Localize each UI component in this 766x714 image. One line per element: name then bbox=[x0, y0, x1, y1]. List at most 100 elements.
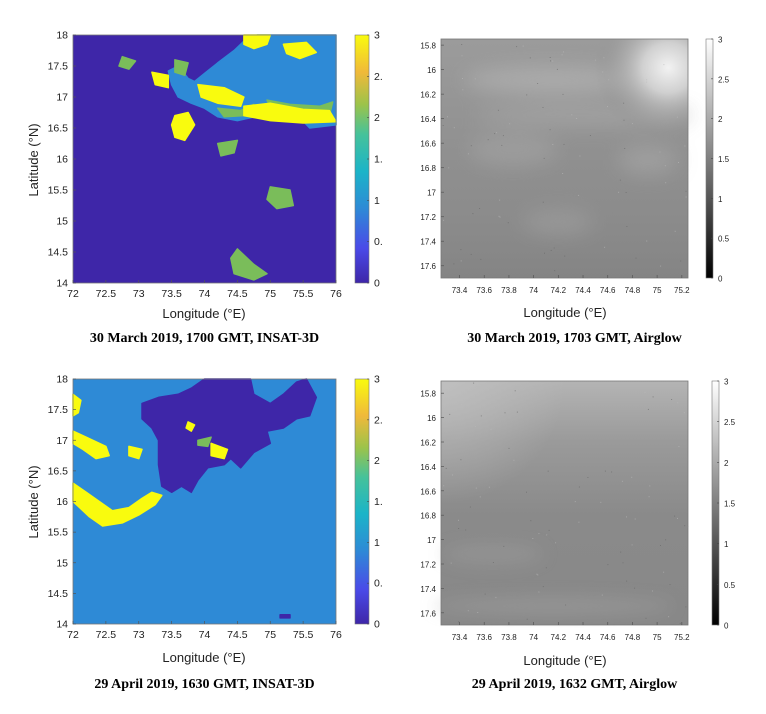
y-tick-labels: 18 17.5 17 16.5 16 15.5 15 14.5 14 bbox=[48, 374, 76, 631]
heatmap-region-value-3 bbox=[282, 41, 318, 60]
caption-insat-march: 30 March 2019, 1700 GMT, INSAT-3D bbox=[89, 331, 320, 346]
y-tick-label: 17 bbox=[56, 435, 68, 447]
caption-airglow-march: 30 March 2019, 1703 GMT, Airglow bbox=[467, 331, 682, 346]
insat-march-figure: 72 72.5 73 73.5 74 74.5 75 75.5 76 1817.51716.51… bbox=[26, 30, 383, 322]
y-tick-label: 16.6 bbox=[420, 140, 436, 149]
x-tick-label: 75.5 bbox=[293, 288, 314, 300]
colorbar-tick-label: 0 bbox=[718, 275, 723, 284]
colorbar-tick-label: 3 bbox=[374, 30, 380, 42]
y-tick-label: 17 bbox=[427, 536, 436, 545]
y-tick-label: 15 bbox=[56, 216, 68, 228]
heatmap-region-value-2 bbox=[197, 436, 212, 448]
x-tick-labels: 73.4 73.6 73.8 74 74.2 74.4 74.6 74.8 75 75.2 bbox=[452, 622, 690, 642]
x-axis-label: Longitude (°E) bbox=[162, 306, 245, 321]
y-tick-label: 16.8 bbox=[420, 512, 436, 521]
colorbar-tick-label: 0.5 bbox=[718, 235, 730, 244]
x-tick-label: 76 bbox=[330, 288, 342, 300]
x-tick-label: 73.4 bbox=[452, 633, 468, 642]
colorbar: 3 2.5 2 1.5 1 0.5 0 bbox=[354, 30, 383, 290]
colorbar-tick-label: 3 bbox=[718, 36, 723, 45]
heatmap-region-value-2 bbox=[216, 139, 239, 157]
colorbar-tick-label: 2 bbox=[374, 455, 380, 467]
y-tick-labels: 18 17.5 17 16.5 16 15.5 15 14.5 14 bbox=[48, 30, 76, 290]
heatmap-region-value-3 bbox=[185, 421, 196, 432]
insat-march-map bbox=[73, 34, 337, 283]
heatmap-region-value-3 bbox=[72, 482, 163, 527]
x-tick-label: 74.5 bbox=[227, 629, 248, 641]
x-tick-label: 74 bbox=[529, 286, 538, 295]
heatmap-region-value-0 bbox=[141, 378, 318, 494]
y-tick-label: 17.2 bbox=[420, 561, 436, 570]
colorbar-tick-label: 2.5 bbox=[374, 414, 383, 426]
x-axis-label: Longitude (°E) bbox=[162, 650, 245, 665]
y-tick-label: 18 bbox=[56, 374, 68, 386]
x-tick-label: 73.8 bbox=[501, 633, 517, 642]
x-tick-label: 72.5 bbox=[96, 288, 117, 300]
y-tick-label: 17.6 bbox=[420, 262, 436, 271]
y-tick-label: 16.8 bbox=[420, 164, 436, 173]
y-tick-label: 16 bbox=[427, 66, 436, 75]
y-tick-label: 17.5 bbox=[48, 61, 69, 73]
heatmap-region-value-0 bbox=[279, 614, 291, 619]
x-tick-label: 74.2 bbox=[551, 286, 567, 295]
colorbar-tick-label: 0.5 bbox=[724, 581, 736, 590]
x-tick-label: 73.6 bbox=[476, 633, 492, 642]
y-tick-label: 14.5 bbox=[48, 247, 69, 259]
y-tick-label: 16 bbox=[427, 414, 436, 423]
x-tick-label: 75.5 bbox=[293, 629, 314, 641]
y-tick-label: 16 bbox=[56, 496, 68, 508]
colorbar: 3 2.5 2 1.5 1 0.5 0 bbox=[705, 36, 730, 284]
colorbar-tick-label: 2 bbox=[724, 459, 729, 468]
x-tick-label: 75 bbox=[653, 286, 662, 295]
colorbar-tick-label: 1.5 bbox=[374, 154, 383, 166]
caption-insat-april: 29 April 2019, 1630 GMT, INSAT-3D bbox=[94, 677, 315, 692]
y-tick-labels: 15.8 16 16.2 16.4 16.6 16.8 17 17.2 17.4 17.6 bbox=[420, 390, 444, 618]
y-tick-label: 16.6 bbox=[420, 487, 436, 496]
colorbar-tick-label: 2.5 bbox=[374, 71, 383, 83]
colorbar: 3 2.5 2 1.5 1 0.5 0 bbox=[711, 378, 736, 631]
y-axis-label: Latitude (°N) bbox=[26, 123, 41, 196]
x-tick-label: 73.6 bbox=[476, 286, 492, 295]
y-tick-label: 15.5 bbox=[48, 527, 69, 539]
x-tick-label: 75 bbox=[264, 629, 276, 641]
heatmap-region-value-2 bbox=[174, 59, 189, 77]
colorbar-tick-label: 1.5 bbox=[374, 496, 383, 508]
y-tick-labels: 15.8 16 16.2 16.4 16.6 16.8 17 17.2 17.4 17.6 bbox=[420, 42, 444, 271]
x-tick-label: 72 bbox=[67, 288, 79, 300]
heatmap-region-value-3 bbox=[210, 442, 229, 460]
airglow-april-figure: 73.4 73.6 73.8 74 74.2 74.4 74.6 74.8 75 75.2 15.… bbox=[420, 378, 736, 669]
heatmap-region-value-3 bbox=[170, 111, 196, 142]
colorbar-tick-label: 0 bbox=[374, 619, 380, 631]
heatmap-region-value-2 bbox=[266, 186, 295, 210]
x-tick-labels: 72 72.5 73 73.5 74 74.5 75 75.5 76 bbox=[67, 280, 342, 300]
y-tick-label: 16.5 bbox=[48, 465, 69, 477]
x-tick-label: 73.5 bbox=[161, 288, 182, 300]
x-tick-label: 74.2 bbox=[551, 633, 567, 642]
x-tick-label: 75.2 bbox=[674, 286, 690, 295]
y-tick-label: 14.5 bbox=[48, 588, 69, 600]
x-tick-label: 75 bbox=[653, 633, 662, 642]
y-tick-label: 15.8 bbox=[420, 390, 436, 399]
colorbar-tick-label: 0 bbox=[724, 622, 729, 631]
y-tick-label: 16.2 bbox=[420, 439, 436, 448]
y-tick-label: 17.4 bbox=[420, 585, 436, 594]
x-tick-label: 75 bbox=[264, 288, 276, 300]
caption-airglow-april: 29 April 2019, 1632 GMT, Airglow bbox=[471, 677, 678, 692]
x-tick-label: 73 bbox=[133, 288, 145, 300]
colorbar-tick-label: 0.5 bbox=[374, 578, 383, 590]
x-tick-label: 74 bbox=[529, 633, 538, 642]
colorbar-tick-label: 1 bbox=[374, 195, 380, 207]
y-tick-label: 18 bbox=[56, 30, 68, 42]
colorbar-tick-label: 1 bbox=[724, 540, 729, 549]
x-axis-label: Longitude (°E) bbox=[523, 653, 606, 668]
colorbar-tick-label: 3 bbox=[724, 378, 729, 387]
insat-april-figure: 72 72.5 73 73.5 74 74.5 75 75.5 76 1817.51716.51… bbox=[26, 374, 383, 666]
heatmap-region-value-3 bbox=[72, 430, 110, 460]
x-tick-label: 74 bbox=[199, 288, 211, 300]
x-tick-labels: 72 72.5 73 73.5 74 74.5 75 75.5 76 bbox=[67, 621, 342, 641]
y-tick-label: 17 bbox=[427, 189, 436, 198]
x-axis-label: Longitude (°E) bbox=[523, 305, 606, 320]
x-tick-label: 73.8 bbox=[501, 286, 517, 295]
y-tick-label: 16.2 bbox=[420, 91, 436, 100]
x-tick-label: 74.8 bbox=[625, 633, 641, 642]
